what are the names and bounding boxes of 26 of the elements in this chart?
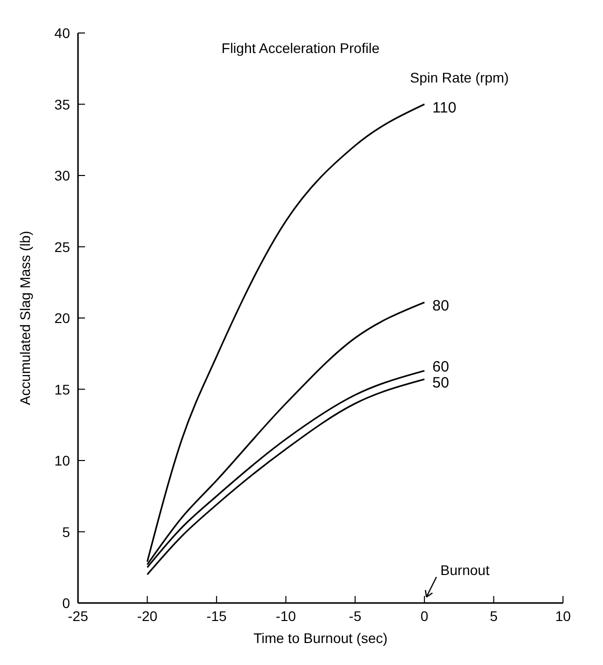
series-label: 50 — [432, 374, 450, 392]
series-label: 60 — [432, 358, 450, 376]
y-tick-label: 30 — [54, 168, 70, 184]
y-tick-label: 35 — [54, 96, 70, 112]
x-axis-title: Time to Burnout (sec) — [253, 630, 388, 646]
y-tick-label: 10 — [54, 452, 70, 468]
text: Flight Acceleration Profile — [222, 40, 380, 56]
y-axis-title: Accumulated Slag Mass (lb) — [17, 230, 33, 406]
x-tick-label: -20 — [137, 608, 158, 624]
y-tick-label: 0 — [62, 595, 70, 611]
y-tick-label: 20 — [54, 310, 70, 326]
x-tick-label: 5 — [490, 608, 498, 624]
x-tick-label: -10 — [276, 608, 296, 624]
legend-title: Spin Rate (rpm) — [410, 69, 509, 86]
x-tick-label: 10 — [555, 608, 571, 624]
x-tick-label: 0 — [420, 608, 429, 624]
y-tick-label: 40 — [54, 25, 70, 41]
series-label: 80 — [432, 297, 450, 314]
x-tick-label: -25 — [68, 608, 88, 624]
series-label: 110 — [432, 99, 456, 116]
y-tick-label: 5 — [62, 524, 70, 540]
annotation: Burnout — [440, 562, 490, 578]
x-tick-label: -5 — [348, 608, 362, 624]
x-tick-label: -15 — [206, 608, 227, 624]
y-tick-label: 25 — [54, 238, 70, 255]
y-tick-label: 15 — [54, 381, 70, 398]
